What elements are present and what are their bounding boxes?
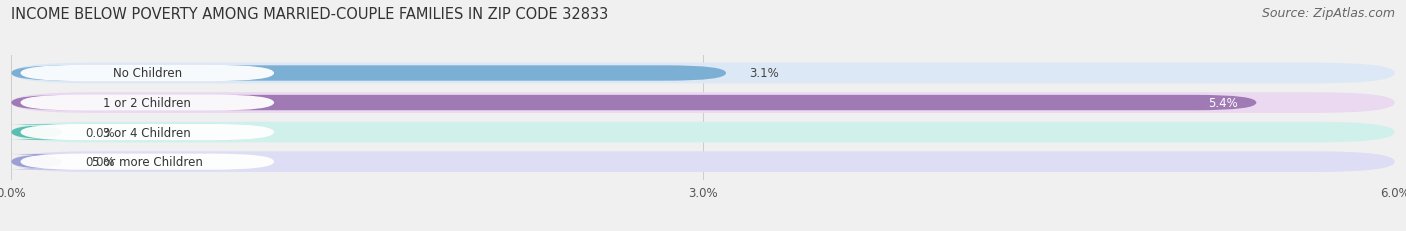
- Text: INCOME BELOW POVERTY AMONG MARRIED-COUPLE FAMILIES IN ZIP CODE 32833: INCOME BELOW POVERTY AMONG MARRIED-COUPL…: [11, 7, 609, 22]
- FancyBboxPatch shape: [11, 95, 1257, 111]
- FancyBboxPatch shape: [1, 125, 72, 140]
- Text: 3 or 4 Children: 3 or 4 Children: [104, 126, 191, 139]
- FancyBboxPatch shape: [11, 93, 1395, 113]
- FancyBboxPatch shape: [21, 66, 274, 82]
- Text: 0.0%: 0.0%: [84, 155, 115, 168]
- FancyBboxPatch shape: [11, 66, 725, 81]
- Text: 0.0%: 0.0%: [84, 126, 115, 139]
- FancyBboxPatch shape: [11, 63, 1395, 84]
- Text: 1 or 2 Children: 1 or 2 Children: [104, 97, 191, 109]
- Text: No Children: No Children: [112, 67, 181, 80]
- Text: Source: ZipAtlas.com: Source: ZipAtlas.com: [1261, 7, 1395, 20]
- FancyBboxPatch shape: [21, 154, 274, 170]
- FancyBboxPatch shape: [21, 95, 274, 111]
- FancyBboxPatch shape: [21, 125, 274, 140]
- FancyBboxPatch shape: [11, 152, 1395, 172]
- FancyBboxPatch shape: [11, 122, 1395, 143]
- Text: 3.1%: 3.1%: [749, 67, 779, 80]
- FancyBboxPatch shape: [1, 154, 72, 170]
- Text: 5 or more Children: 5 or more Children: [91, 155, 202, 168]
- Text: 5.4%: 5.4%: [1208, 97, 1237, 109]
